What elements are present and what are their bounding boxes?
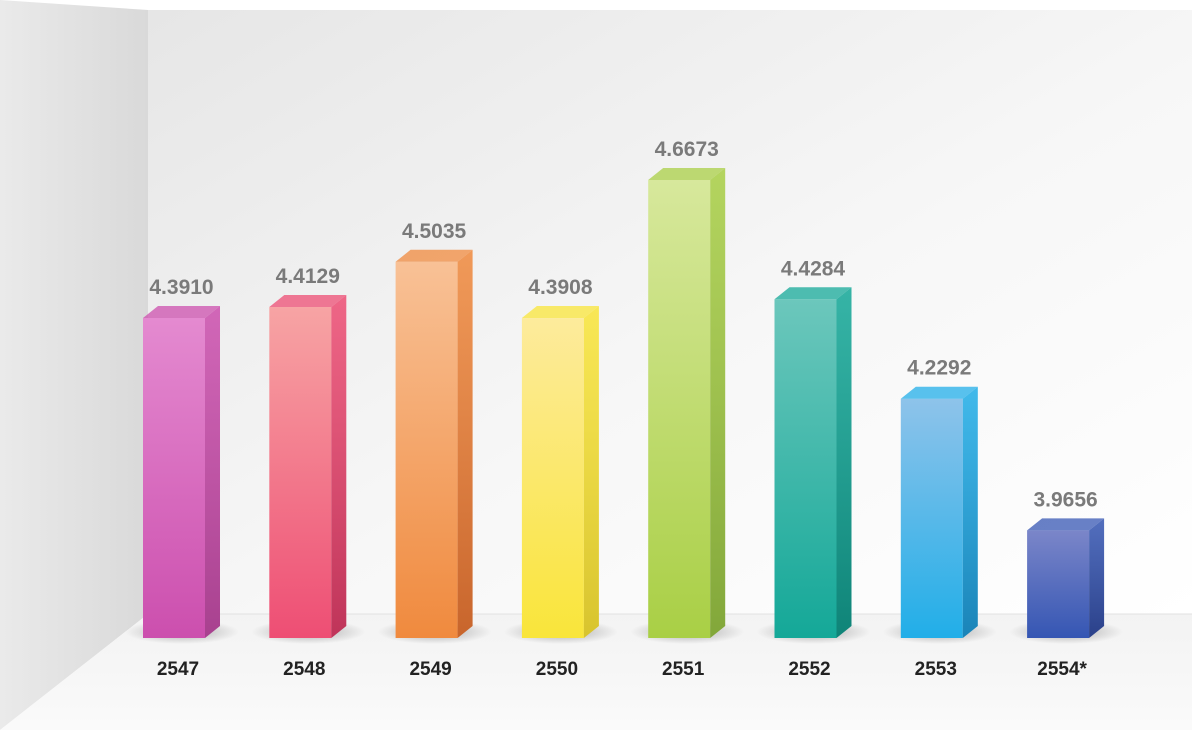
bar-side xyxy=(205,305,220,638)
bar-top xyxy=(395,249,473,262)
bar-top xyxy=(143,305,220,318)
bar-front xyxy=(648,180,711,638)
bar-side xyxy=(457,249,473,638)
bar-front xyxy=(1027,530,1090,638)
bar-2553 xyxy=(900,386,978,638)
value-label: 3.9656 xyxy=(1033,488,1097,511)
bar-top xyxy=(1027,518,1105,531)
category-label: 2554* xyxy=(1037,659,1087,680)
category-label: 2551 xyxy=(662,659,705,680)
bar-2548 xyxy=(269,295,347,638)
bar-front xyxy=(269,307,332,638)
bar-top xyxy=(521,306,599,319)
category-label: 2549 xyxy=(409,659,451,680)
bar-top xyxy=(269,295,347,308)
category-label: 2550 xyxy=(536,659,578,680)
bar-top xyxy=(900,386,978,399)
value-label: 4.4129 xyxy=(276,265,340,288)
left-wall xyxy=(0,0,148,730)
bar-2554 xyxy=(1027,518,1105,638)
bar-front xyxy=(900,398,963,638)
bar-top xyxy=(648,168,726,180)
value-label: 4.5035 xyxy=(402,220,467,243)
bar-front xyxy=(774,299,837,638)
bar-side xyxy=(583,306,599,638)
bar-side xyxy=(962,386,978,638)
category-label: 2547 xyxy=(157,659,199,680)
bars xyxy=(125,168,1124,644)
bar-front xyxy=(395,261,458,638)
bar-top xyxy=(774,287,852,300)
category-label: 2553 xyxy=(915,659,957,680)
bar-2547 xyxy=(143,305,220,638)
bar-side xyxy=(1089,518,1105,638)
bar-2550 xyxy=(521,306,599,638)
bar-2549 xyxy=(395,249,473,638)
bar-2552 xyxy=(774,287,852,638)
value-label: 4.3908 xyxy=(528,276,593,299)
bar-side xyxy=(710,168,726,638)
bar-side xyxy=(331,295,347,638)
category-labels: 2547 2548 2549 2550 2551 2552 2553 2554* xyxy=(157,659,1088,680)
category-label: 2548 xyxy=(283,659,325,680)
value-label: 4.4284 xyxy=(781,257,846,280)
bar-side xyxy=(836,287,852,638)
bar-front xyxy=(521,318,584,638)
value-label: 4.2292 xyxy=(907,357,971,380)
bar-front xyxy=(143,317,205,638)
category-label: 2552 xyxy=(788,659,830,680)
value-label: 4.6673 xyxy=(655,138,719,161)
value-labels: 4.3910 4.4129 4.5035 4.3908 4.6673 4.4284 4.22… xyxy=(149,138,1097,511)
value-label: 4.3910 xyxy=(149,276,213,299)
bar-2551 xyxy=(648,168,726,638)
